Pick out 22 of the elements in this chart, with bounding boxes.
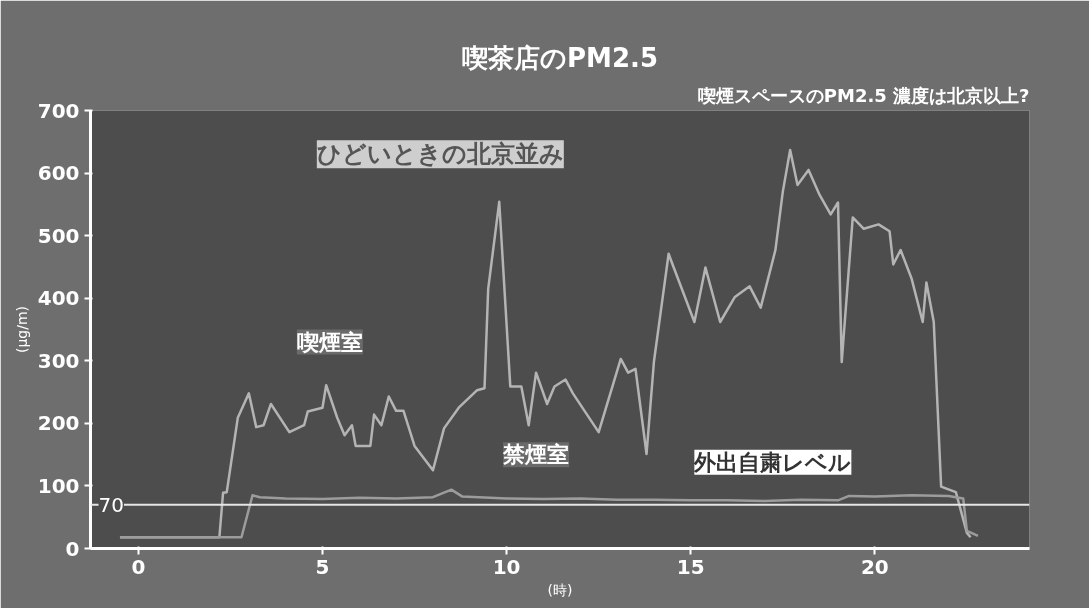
x-tick-label: 15 (676, 554, 705, 579)
annotation: ひどいときの北京並み (316, 140, 564, 169)
x-tick-label: 5 (315, 554, 330, 579)
y-axis-title: (μg/m) (13, 305, 30, 354)
y-tick-label: 600 (37, 161, 80, 186)
chart-subtitle: 喫煙スペースのPM2.5 濃度は北京以上? (697, 84, 1030, 106)
y-tick-label: 200 (37, 411, 80, 436)
annotation: 外出自粛レベル (693, 449, 852, 475)
y-tick-label: 100 (37, 473, 80, 498)
y-tick-label: 400 (37, 286, 80, 311)
y-tick-label: 500 (37, 223, 80, 248)
y-tick-label: 300 (37, 348, 80, 373)
ref-line-label: 70 (98, 492, 124, 517)
y-tick-label: 700 (37, 98, 80, 123)
y-tick-label: 0 (65, 536, 80, 561)
x-tick-label: 20 (860, 554, 889, 579)
x-tick-label: 0 (131, 554, 146, 579)
series-label: 禁煙室 (502, 442, 570, 468)
x-tick-label: 10 (492, 554, 521, 579)
series-label: 喫煙室 (296, 329, 363, 355)
x-axis-title: (時) (547, 581, 573, 598)
chart-title: 喫茶店のPM2.5 (462, 42, 659, 73)
